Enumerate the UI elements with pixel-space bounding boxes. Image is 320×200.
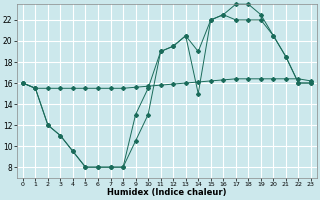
X-axis label: Humidex (Indice chaleur): Humidex (Indice chaleur) (107, 188, 227, 197)
